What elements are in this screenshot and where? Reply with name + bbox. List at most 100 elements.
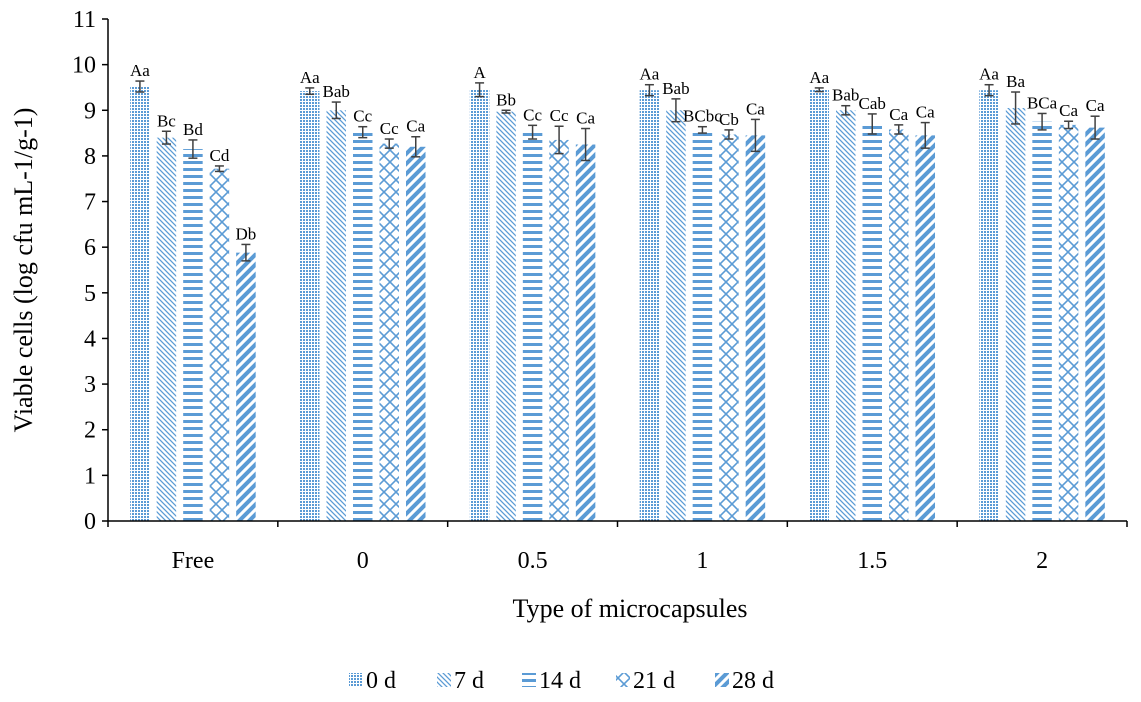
y-tick-label: 0 <box>84 509 96 535</box>
legend-swatch <box>715 673 729 687</box>
data-label: BCbc <box>683 107 722 126</box>
bar <box>406 146 426 522</box>
legend-label: 28 d <box>732 668 774 694</box>
legend-item: 28 d <box>715 668 774 694</box>
error-bar <box>384 138 394 149</box>
x-tick-label: 1.5 <box>857 548 887 574</box>
data-label: Ca <box>1086 96 1105 115</box>
legend-item: 7 d <box>437 668 484 694</box>
data-label: Cd <box>209 146 229 165</box>
bar <box>1085 127 1105 521</box>
x-tick-label: Free <box>172 548 215 574</box>
legend: 0 d 7 d 14 d 21 d 28 d <box>349 668 774 694</box>
data-label: Aa <box>809 68 829 87</box>
bar <box>979 90 999 522</box>
bar <box>326 110 346 521</box>
error-bar <box>1064 120 1074 130</box>
data-label: A <box>473 63 486 82</box>
y-tick-label: 7 <box>84 190 96 216</box>
legend-label: 14 d <box>539 668 581 694</box>
error-bar <box>894 124 904 135</box>
bar <box>862 123 882 522</box>
data-label: Ca <box>1059 101 1078 120</box>
error-bar <box>358 125 368 139</box>
error-bar <box>867 113 877 135</box>
data-label: Ca <box>746 99 765 118</box>
data-label: Cb <box>719 110 739 129</box>
bar <box>575 144 596 521</box>
data-label: BCa <box>1027 93 1058 112</box>
bar <box>719 134 739 521</box>
error-bar <box>1037 112 1047 131</box>
bar <box>666 110 686 521</box>
y-tick-label: 5 <box>84 281 96 307</box>
x-tick-label: 1 <box>696 548 708 574</box>
y-tick-label: 10 <box>72 53 96 79</box>
bar <box>836 110 856 521</box>
data-label: Ca <box>406 117 425 136</box>
error-bar <box>501 109 511 114</box>
error-bar <box>1011 91 1021 125</box>
data-label: Cc <box>523 105 542 124</box>
data-label: Bd <box>183 120 203 139</box>
bar <box>353 132 373 522</box>
bar <box>889 129 909 521</box>
y-axis-title: Viable cells (log cfu mL-1/g-1) <box>9 108 38 433</box>
data-label: Aa <box>640 65 660 84</box>
y-tick-label: 6 <box>84 235 96 261</box>
error-bar <box>135 80 145 93</box>
bar <box>549 139 569 521</box>
data-label: Ba <box>1006 72 1025 91</box>
error-bar <box>241 243 251 262</box>
error-bar <box>644 83 654 97</box>
x-axis-title: Type of microcapsules <box>513 594 748 623</box>
data-label: Cc <box>380 119 399 138</box>
bar <box>156 137 177 521</box>
error-bar <box>305 87 315 96</box>
bar <box>130 86 150 522</box>
error-bar <box>161 130 171 145</box>
error-bar <box>331 101 341 120</box>
error-bar <box>1090 115 1100 140</box>
bar <box>692 129 713 521</box>
legend-label: 21 d <box>633 668 675 694</box>
y-tick-label: 11 <box>73 7 96 33</box>
data-label: Cc <box>353 107 372 126</box>
legend-swatch <box>616 673 630 687</box>
y-tick-label: 4 <box>84 326 96 352</box>
data-label: Ca <box>576 109 595 128</box>
bar <box>469 89 490 522</box>
error-bar <box>188 139 198 159</box>
bar <box>1005 107 1026 521</box>
y-tick-label: 8 <box>84 144 96 170</box>
data-label: Bb <box>496 90 516 109</box>
bar <box>300 91 320 521</box>
legend-item: 21 d <box>616 668 675 694</box>
error-bar <box>411 135 421 158</box>
bar <box>915 135 935 521</box>
legend-swatch <box>437 673 451 687</box>
data-label: Aa <box>979 65 999 84</box>
y-tick-label: 3 <box>84 372 96 398</box>
error-bar <box>671 98 681 123</box>
error-bar <box>581 127 591 162</box>
legend-label: 0 d <box>366 668 396 694</box>
y-axis-ticks: 0 1 2 3 4 5 6 7 8 9 10 11 <box>72 7 108 535</box>
bar <box>745 135 766 521</box>
data-label: Db <box>236 224 257 243</box>
x-tick-label: 0 <box>357 548 369 574</box>
legend-item: 14 d <box>522 668 581 694</box>
x-axis-ticks: Free 0 0.5 1 1.5 2 <box>107 521 1128 574</box>
data-label: Cc <box>550 106 569 125</box>
data-label: Cab <box>859 94 886 113</box>
data-label: Ca <box>916 103 935 122</box>
bar <box>809 89 829 522</box>
x-tick-label: 0.5 <box>518 548 548 574</box>
error-bar <box>697 125 707 134</box>
data-label: Bab <box>832 86 859 105</box>
legend-swatch <box>522 673 536 687</box>
bar <box>1058 124 1079 521</box>
error-bar <box>841 104 851 116</box>
error-bar <box>214 165 224 173</box>
